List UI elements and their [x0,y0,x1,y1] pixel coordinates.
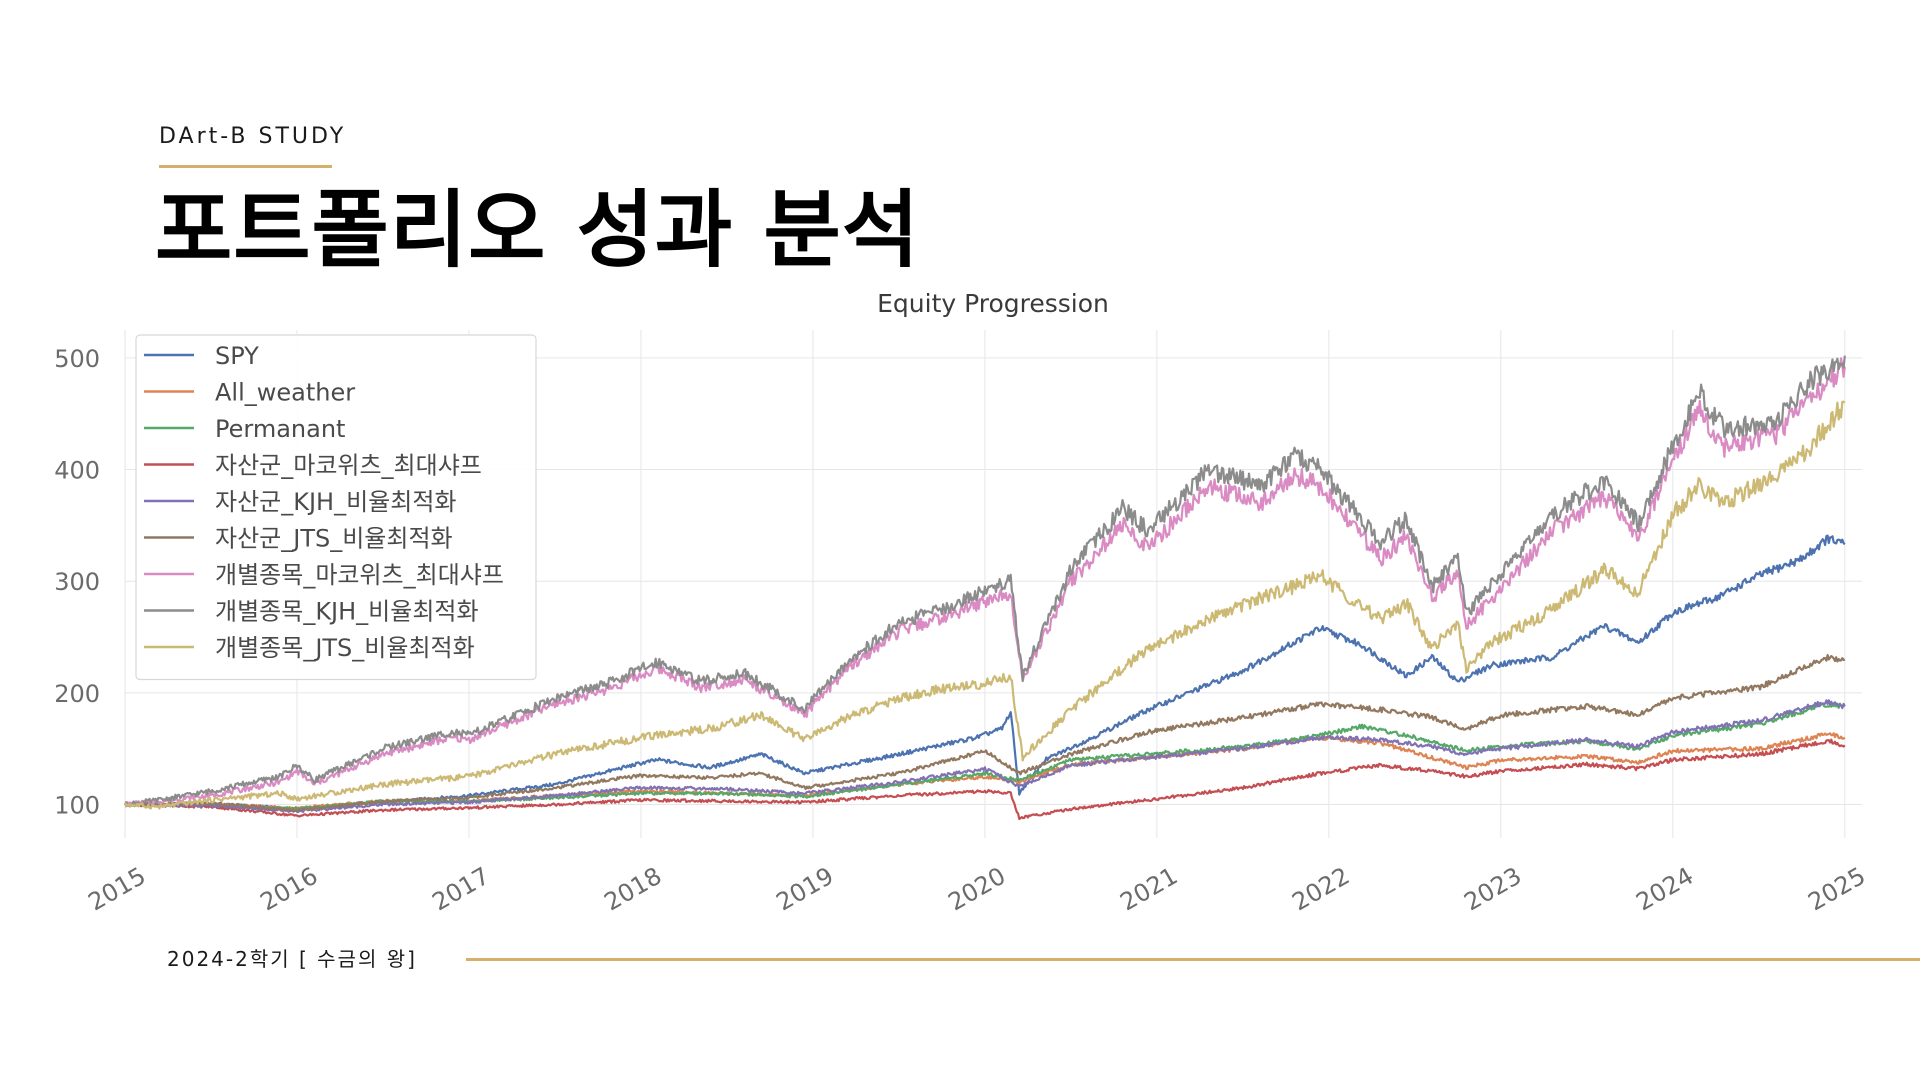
series-line [123,400,1846,810]
legend-label: 자산군_JTS_비율최적화 [215,525,453,553]
y-tick-label: 400 [54,457,100,485]
x-tick-label: 2020 [943,862,1010,917]
y-tick-label: 300 [54,568,100,596]
y-tick-label: 200 [54,680,100,708]
y-tick-label: 100 [54,792,100,820]
legend-label: 자산군_마코위츠_최대샤프 [215,452,482,480]
legend-label: Permanant [215,415,345,443]
legend-label: 개별종목_JTS_비율최적화 [215,634,475,662]
equity-chart: 2015 2016 2017 2018 2019 2020 2021 2022 2023 2024… [54,290,1870,917]
series-line [124,738,1846,821]
footer-text: 2024-2학기 [ 수금의 왕] [167,947,417,971]
x-tick-label: 2017 [428,862,495,917]
legend-label: All_weather [215,379,355,407]
x-tick-label: 2018 [599,862,666,917]
series-line [124,654,1846,812]
legend-label: 개별종목_마코위츠_최대샤프 [215,561,504,589]
legend-box [135,334,537,681]
y-tick-label: 500 [54,345,100,373]
x-tick-label: 2025 [1803,862,1870,917]
legend-label: 자산군_KJH_비율최적화 [215,488,457,516]
page-title: 포트폴리오 성과 분석 [155,181,921,279]
x-tick-label: 2016 [256,862,323,917]
series-line [125,357,1846,808]
study-label-underline [159,165,332,168]
footer-divider [466,958,1920,961]
study-label: DArt-B STUDY [159,124,347,149]
x-tick-label: 2019 [771,862,838,917]
x-tick-label: 2023 [1459,862,1526,917]
x-tick-label: 2024 [1631,862,1698,917]
x-tick-label: 2021 [1115,862,1182,917]
chart-legend: SPY All_weather Permanant 자산군_마코위츠_최대샤프자산군_… [135,334,537,681]
legend-label: SPY [215,342,259,370]
chart-series [123,355,1846,821]
chart-title: Equity Progression [877,290,1109,318]
x-tick-label: 2015 [84,862,151,917]
x-tick-label: 2022 [1287,862,1354,917]
series-line [124,699,1846,814]
series-line [123,355,1846,808]
legend-label: 개별종목_KJH_비율최적화 [215,598,479,626]
